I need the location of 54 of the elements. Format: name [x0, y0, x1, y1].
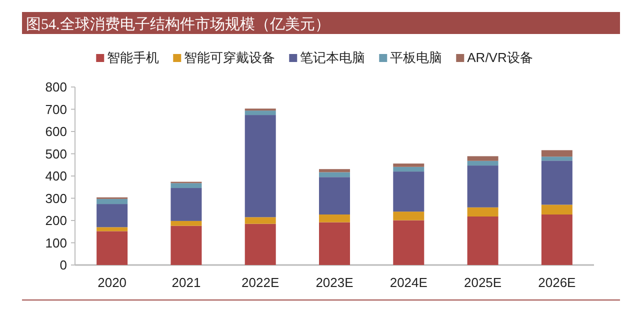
y-tick-label: 600: [45, 124, 67, 139]
x-tick-label: 2020: [98, 275, 127, 290]
y-tick-label: 800: [45, 80, 67, 94]
bar: [96, 227, 128, 232]
bar: [96, 204, 128, 228]
bar: [393, 164, 424, 167]
legend-label: 智能可穿戴设备: [184, 50, 276, 65]
bar: [319, 172, 350, 178]
bar: [393, 172, 424, 212]
x-tick-label: 2023E: [316, 275, 354, 290]
y-tick-label: 700: [45, 102, 67, 117]
bar: [319, 222, 350, 265]
bar: [467, 156, 498, 161]
bar: [319, 214, 350, 222]
bar: [393, 220, 424, 265]
x-tick-label: 2025E: [464, 275, 502, 290]
bar: [96, 198, 128, 204]
bar: [467, 216, 498, 265]
bar: [170, 183, 202, 188]
legend-label: 平板电脑: [390, 50, 442, 65]
bar: [541, 150, 572, 157]
y-tick-label: 400: [45, 168, 67, 184]
x-tick-label: 2022E: [242, 275, 280, 290]
y-tick-label: 200: [45, 213, 67, 228]
bar: [541, 160, 572, 205]
chart-title: 图54.全球消费电子结构件市场规模（亿美元）: [26, 16, 330, 33]
x-tick-label: 2021: [172, 275, 201, 290]
bar: [541, 156, 572, 161]
bar: [393, 212, 424, 220]
legend-label: 智能手机: [107, 50, 160, 65]
bar: [541, 204, 572, 214]
bar: [467, 207, 498, 216]
bar: [170, 226, 202, 265]
bar: [170, 188, 202, 221]
legend-label: 笔记本电脑: [300, 50, 366, 65]
bar: [467, 160, 498, 166]
y-tick-label: 500: [45, 146, 67, 162]
bar: [170, 220, 202, 226]
bar: [393, 166, 424, 172]
bar: [244, 110, 276, 116]
x-tick-label: 2026E: [538, 275, 576, 290]
bar: [244, 115, 276, 218]
bar: [244, 224, 276, 265]
y-tick-label: 0: [60, 258, 67, 272]
bar: [96, 231, 128, 265]
x-tick-label: 2024E: [390, 275, 428, 290]
legend-label: AR/VR设备: [467, 50, 533, 65]
bar: [541, 214, 572, 265]
bar: [319, 177, 350, 214]
y-tick-label: 300: [45, 190, 67, 206]
bar: [467, 166, 498, 208]
bar: [244, 217, 276, 224]
bar: [319, 169, 350, 172]
y-tick-label: 100: [45, 235, 67, 250]
